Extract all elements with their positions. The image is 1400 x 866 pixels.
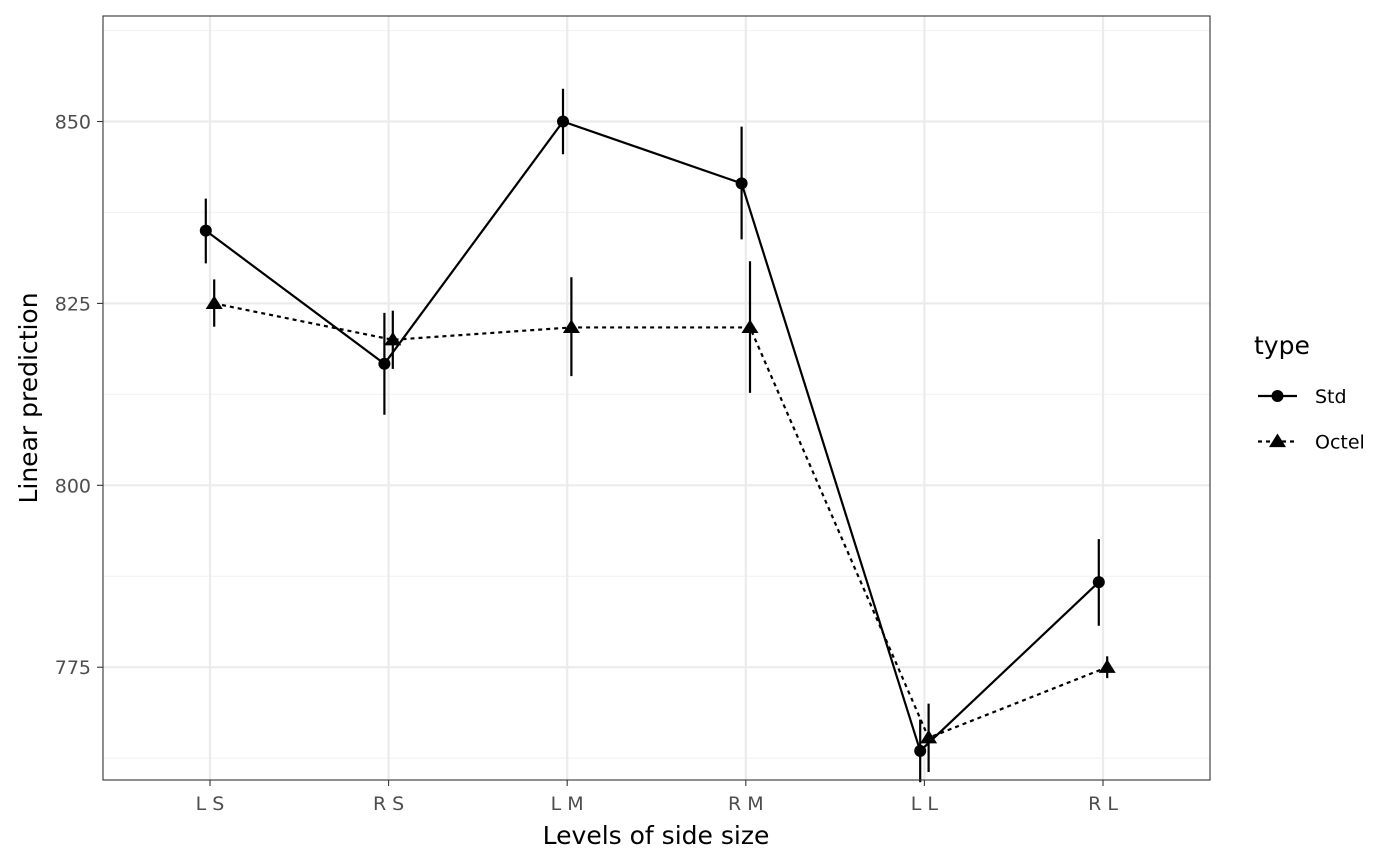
legend-label-std: Std [1315,386,1347,408]
point-std [735,177,748,190]
x-tick-label: L S [196,793,225,815]
x-tick-label: R L [1088,793,1118,815]
y-tick-label: 825 [55,293,91,315]
x-tick-label: L M [551,793,584,815]
y-tick-label: 800 [55,475,91,497]
legend-title: type [1254,331,1310,360]
legend-marker-octel [1269,433,1286,448]
legend-label-octel: Octel [1315,432,1365,454]
y-axis-title: Linear prediction [14,292,43,503]
legend-marker-std [1271,390,1284,402]
point-octel [1098,659,1116,673]
point-octel [205,295,223,310]
series-octel [205,261,1116,772]
y-axis: 775 800 825 850 [55,112,103,679]
series-line-std [205,120,1100,752]
point-std [1092,576,1105,589]
point-std [914,744,927,757]
point-octel [384,331,402,346]
legend-item-octel: Octel [1258,432,1365,454]
point-std [199,224,212,237]
minor-gridlines [103,30,1210,759]
point-std [557,115,569,128]
point-octel [562,319,580,334]
series-layer [199,88,1116,783]
x-axis-title: Levels of side size [543,821,770,850]
x-tick-label: R M [728,793,764,815]
legend: type Std Octel [1254,331,1365,454]
series-line-octel [213,302,1108,739]
plot-panel-border [102,15,1211,781]
x-tick-label: L L [911,793,939,815]
series-std [199,88,1105,783]
point-octel [920,729,938,744]
y-tick-label: 850 [55,112,91,134]
point-octel [741,319,759,334]
x-tick-label: R S [373,793,404,815]
legend-item-std: Std [1258,386,1347,408]
major-gridlines [103,16,1210,780]
point-std [378,357,391,370]
y-tick-label: 775 [55,657,91,679]
plot-panel-background [103,16,1210,780]
